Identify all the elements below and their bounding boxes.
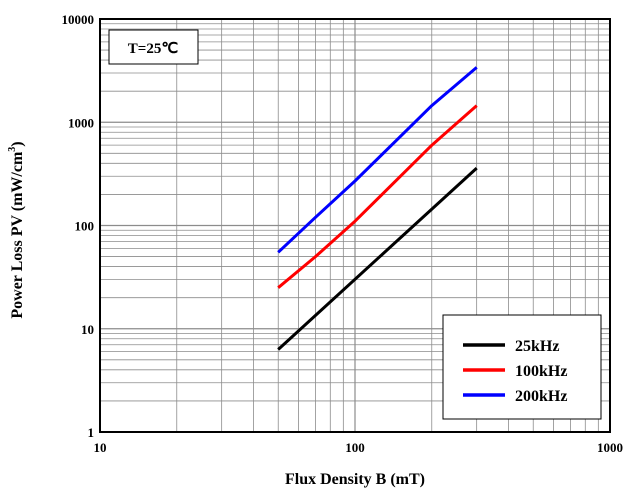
y-tick-label: 1 <box>88 425 95 440</box>
series-line-25kHz <box>277 166 478 351</box>
series-line-200kHz <box>277 66 478 254</box>
x-tick-label: 10 <box>94 440 107 455</box>
series-group <box>277 66 478 351</box>
legend: 25kHz 100kHz 200kHz <box>442 314 602 420</box>
annotation-box <box>108 29 199 65</box>
x-tick-label: 1000 <box>597 440 623 455</box>
series-line-100kHz <box>277 104 478 289</box>
y-axis-label-main: Power Loss PV (mW/cm <box>9 151 26 319</box>
legend-label-100kHz: 100kHz <box>515 363 567 380</box>
y-tick-label: 10 <box>81 322 94 337</box>
legend-label-200kHz: 200kHz <box>515 388 567 405</box>
x-axis-label: Flux Density B (mT) <box>285 471 425 488</box>
y-axis-label-close: ) <box>9 141 26 146</box>
y-axis-label-superscript: 3 <box>7 147 18 152</box>
x-tick-label: 100 <box>345 440 365 455</box>
y-tick-label: 100 <box>75 219 95 234</box>
legend-box <box>442 314 602 420</box>
temperature-annotation: T=25℃ <box>108 29 199 65</box>
legend-label-25kHz: 25kHz <box>515 338 559 355</box>
y-tick-label: 1000 <box>68 115 94 130</box>
annotation-text: T=25℃ <box>128 41 179 57</box>
plot-frame <box>99 18 611 433</box>
y-tick-label: 10000 <box>62 12 95 27</box>
y-axis-label: Power Loss PV (mW/cm3) <box>7 141 26 318</box>
